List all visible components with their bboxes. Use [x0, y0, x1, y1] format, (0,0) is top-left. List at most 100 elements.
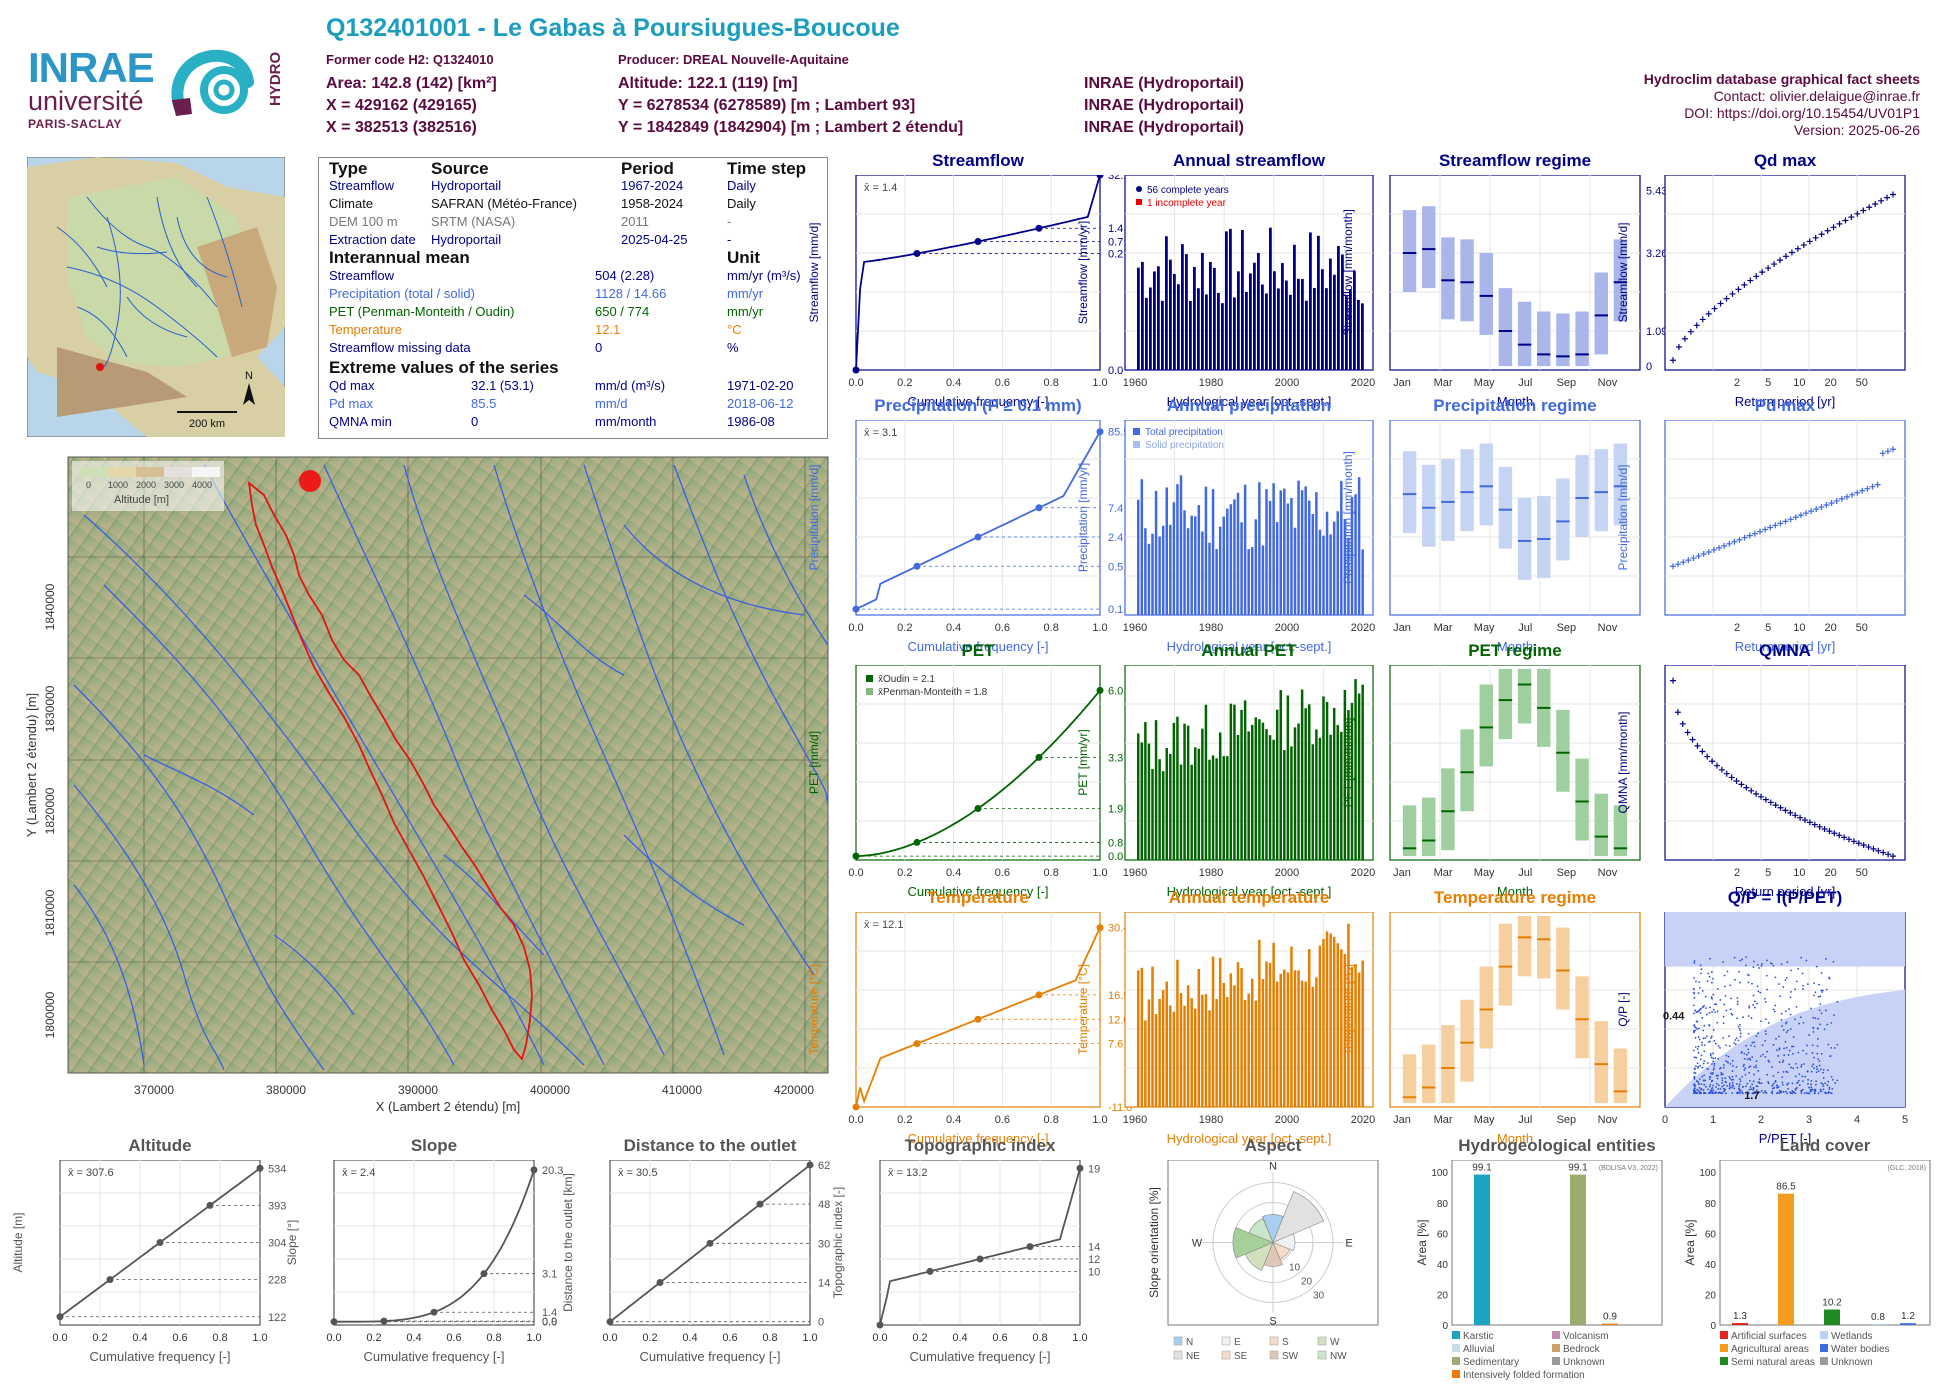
distance-right-tick: 14 — [818, 1278, 830, 1290]
annual_pet-bar — [1332, 707, 1336, 860]
landcover-ylabel: Area [%] — [1683, 1219, 1697, 1265]
hydro-logo-icon — [171, 49, 254, 116]
precip_regime-ylabel: Precipitation [mm/month] — [1341, 451, 1355, 584]
annual_temp-bar — [1208, 1010, 1211, 1107]
precip_regime-title: Precipitation regime — [1433, 396, 1597, 415]
annual_precip-bar — [1154, 490, 1158, 615]
hydrogeo-ylabel: Area [%] — [1415, 1219, 1429, 1265]
map-ytick: 1820000 — [43, 787, 57, 834]
xtick: 50 — [1856, 622, 1868, 634]
xtick: Jan — [1393, 377, 1411, 389]
pet_regime-box — [1613, 805, 1628, 857]
qmna-point — [1826, 828, 1833, 835]
extreme-row: Pd max 85.5 mm/d 2018-06-12 — [329, 396, 821, 414]
annual_precip-bar — [1300, 490, 1304, 615]
xtick: 1.0 — [1092, 622, 1107, 634]
qmna-point — [1699, 748, 1706, 755]
streamflow-xlabel: Cumulative frequency [-] — [908, 394, 1049, 409]
annual_pet-ylabel: PET [mm/yr] — [1076, 729, 1090, 795]
slope-plot-area — [333, 1160, 535, 1326]
mean-row: Precipitation (total / solid) 1128 / 14.6… — [329, 286, 821, 304]
annual_pet-bar — [1350, 702, 1354, 860]
annual_temp-bar — [1137, 970, 1140, 1107]
annual_pet-bar — [1361, 684, 1364, 860]
pet_regime-box — [1479, 684, 1493, 767]
hydrogeo-title: Hydrogeological entities — [1458, 1136, 1656, 1155]
temp_regime-ylabel: Temperature [°C] — [1341, 964, 1355, 1055]
xtick: 0.4 — [682, 1332, 697, 1344]
annual_temp-bar — [1300, 980, 1304, 1107]
temp_regime-chart: Month Temperature [°C] Jan Mar May Jul Sep Nov — [1341, 912, 1641, 1146]
annual_temp-bar — [1154, 1014, 1158, 1107]
temp-ylabel: Temperature [°C] — [807, 964, 821, 1055]
pd_max-point — [1695, 553, 1702, 560]
qd_max-point — [1830, 224, 1837, 231]
slope-quantile-point — [530, 1166, 538, 1174]
xtick: Jul — [1518, 1114, 1532, 1126]
aspect-legend-item: SE — [1234, 1351, 1248, 1362]
annual_precip-bar — [1236, 492, 1240, 615]
qd_max-point — [1693, 322, 1700, 329]
pd_max-ylabel: Precipitation [mm/d] — [1616, 464, 1630, 570]
landcover-legend-item: Water bodies — [1831, 1344, 1890, 1355]
annual_streamflow-bar — [1357, 299, 1360, 370]
xtick: Mar — [1434, 377, 1453, 389]
right-tick: 3.26 — [1646, 248, 1667, 260]
mean-row: Streamflow missing data 0% — [329, 340, 821, 358]
universite-logo-text: université — [28, 86, 144, 116]
xtick: 2000 — [1275, 622, 1299, 634]
legend-complete: 56 complete years — [1147, 185, 1229, 196]
ytick: 40 — [1705, 1260, 1717, 1271]
altitude-meta: Altitude: 122.1 (119) [m] — [618, 75, 798, 92]
slope-right-tick: 0.0 — [542, 1317, 557, 1329]
xtick: 1960 — [1123, 867, 1147, 879]
pet-right-tick: 1.9 — [1108, 804, 1123, 816]
annual_pet-bar — [1179, 764, 1183, 860]
qmna-point — [1831, 830, 1838, 837]
xtick: 5 — [1902, 1114, 1908, 1126]
annual_streamflow-bar — [1269, 227, 1272, 370]
annual_precip-bar — [1343, 519, 1347, 615]
qmna-ylabel: QMNA [mm/month] — [1616, 711, 1630, 813]
xtick: 20 — [1824, 377, 1836, 389]
xtick: 0.8 — [1044, 622, 1059, 634]
annual_streamflow-bar — [1197, 288, 1200, 370]
slope-chart: Cumulative frequency [-] Slope [°] 0.0 0.2 0… — [285, 1160, 563, 1364]
pet-right-tick: 0.8 — [1108, 837, 1123, 849]
streamflow-quantile-point — [1096, 175, 1104, 179]
annual_temp-bar — [1204, 994, 1208, 1107]
annual_temp-bar — [1350, 967, 1354, 1107]
xtick: 1.0 — [526, 1332, 541, 1344]
map-ytick: 1840000 — [43, 583, 57, 630]
fact-sheet-title: Hydroclim database graphical fact sheets — [1643, 71, 1920, 87]
topo-xlabel: Cumulative frequency [-] — [910, 1349, 1051, 1364]
slope-ylabel: Slope [°] — [285, 1220, 299, 1266]
hydrogeo-legend-item: Alluvial — [1463, 1344, 1495, 1355]
temp-right-tick: 12.0 — [1108, 1014, 1129, 1026]
pd_max-point — [1838, 495, 1845, 502]
xtick: 1.0 — [252, 1332, 267, 1344]
annual_temp-bar — [1251, 978, 1254, 1107]
xtick: 0.0 — [848, 622, 863, 634]
streamflow_regime-box — [1498, 288, 1513, 367]
precip_regime-box — [1594, 449, 1608, 532]
extreme-label: QMNA min — [329, 414, 392, 429]
xtick: 0.2 — [912, 1332, 927, 1344]
qd_max-chart: Return period [yr] Streamflow [mm/d] 2 5 10 2… — [1616, 175, 1906, 409]
qmna-xlabel: Return period [yr] — [1735, 884, 1835, 899]
streamflow-mean-label: x̄ = 1.4 — [864, 182, 897, 194]
annual_pet-chart: Hydrological year [oct.-sept.] PET [mm/yr… — [1076, 665, 1375, 899]
temp_regime-box — [1441, 1025, 1455, 1104]
x-lambert93: X = 429162 (429165) — [326, 97, 477, 114]
annual_temp-bar — [1240, 968, 1243, 1107]
extreme-date: 1971-02-20 — [727, 378, 794, 393]
topo-ylabel: Topographic index [-] — [831, 1187, 845, 1298]
annual_temp-bar — [1343, 953, 1347, 1107]
annual_precip-bar — [1275, 522, 1279, 615]
slope-mean-label: x̄ = 2.4 — [342, 1167, 375, 1179]
xtick: 0.2 — [897, 1114, 912, 1126]
annual_temp-bar — [1332, 936, 1336, 1107]
annual_streamflow-bar — [1161, 300, 1164, 370]
doi[interactable]: DOI: https://doi.org/10.15454/UV01P1 — [1684, 105, 1920, 121]
annual_pet-bar — [1154, 720, 1158, 860]
